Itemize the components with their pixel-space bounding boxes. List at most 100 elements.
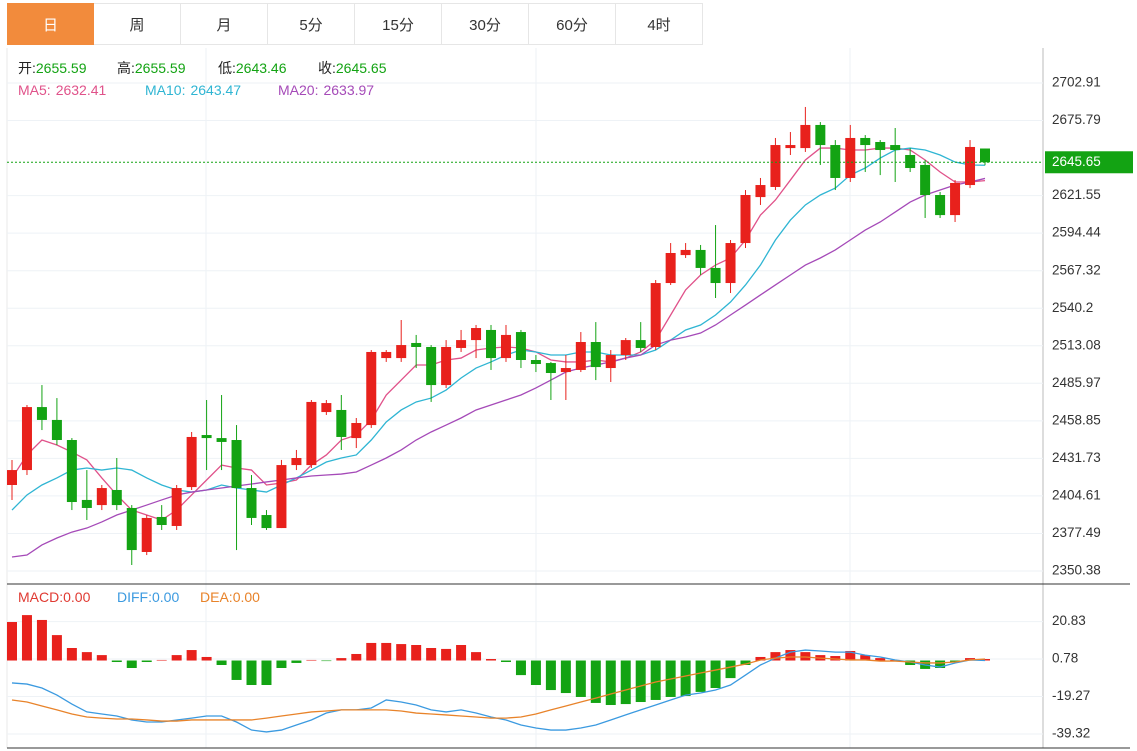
macd-bar [396,644,407,661]
legend-value: 2633.97 [323,82,374,98]
ma-line [11,177,986,558]
candle-body [935,195,946,216]
price-info: 开:2655.59 高:2655.59 低:2643.46 收:2645.65MA5:… [18,60,387,98]
candle-body [875,141,886,151]
candle-body [860,137,871,146]
macd-bar [770,652,781,661]
macd-bar [246,660,257,686]
y-tick-label: 2621.55 [1052,187,1101,202]
macd-bar [545,660,556,691]
period-tab[interactable]: 60分 [529,3,616,45]
candle-body [186,436,197,488]
macd-bar [21,615,32,661]
macd-bar [201,656,212,661]
legend-value: 0.00 [233,589,260,605]
candle-body [381,351,392,359]
period-tab[interactable]: 5分 [268,3,355,45]
macd-panel: -39.32 -19.27 0.78 20.83 [7,613,1090,741]
legend-item: DIFF:0.00 [117,589,179,605]
legend-name: MA10: [145,82,185,98]
info-item: 低:2643.46 [218,60,287,76]
candle-body [965,146,976,186]
candle-body [36,407,47,420]
candle-body [471,328,482,341]
period-tab[interactable]: 日 [7,3,94,45]
period-tab[interactable]: 4时 [616,3,703,45]
candle-body [635,340,646,348]
macd-bar [635,660,646,703]
y-tick-label: 2485.97 [1052,375,1101,390]
macd-bar [486,659,497,661]
candle-body [920,164,931,196]
macd-bar [845,650,856,661]
legend-name: DIFF: [117,589,152,605]
candle-body [890,145,901,151]
macd-bar [456,645,467,661]
legend-value: 2632.41 [56,82,107,98]
candle-body [785,145,796,149]
period-tab[interactable]: 15分 [355,3,442,45]
period-tab[interactable]: 月 [181,3,268,45]
info-value: 2643.46 [236,60,287,76]
candle-body [845,137,856,178]
ma-line [11,147,986,521]
period-tab[interactable]: 周 [94,3,181,45]
candle-body [321,403,332,413]
legend-name: MA5: [18,82,51,98]
macd-line [11,656,986,722]
candle-body [486,329,497,359]
period-tab[interactable]: 30分 [442,3,529,45]
macd-bar [905,660,916,666]
macd-bar [620,660,631,705]
legend-value: 0.00 [63,589,90,605]
candle-body [695,249,706,268]
legend-item: MA20: 2633.97 [278,82,374,98]
y-tick-label: 2404.61 [1052,487,1101,502]
macd-bar [261,660,272,686]
candle-body [426,346,437,386]
macd-bar [860,655,871,661]
macd-bar [276,660,287,668]
grid [6,48,1044,748]
macd-info: MACD:0.00 DIFF:0.00 DEA:0.00 [18,589,260,605]
macd-bar [515,660,526,676]
macd-bar [111,660,122,663]
ma-line [11,147,986,511]
candle-body [351,422,362,439]
info-value: 2655.59 [135,60,186,76]
macd-bar [875,658,886,661]
legend-name: MACD: [18,589,63,605]
candle-body [366,351,377,426]
macd-bar [560,660,571,694]
legend-value: 0.00 [152,589,179,605]
candle-body [201,435,212,439]
candle-body [261,515,272,529]
macd-bar [590,660,601,703]
candle-body [441,346,452,386]
candle-body [96,488,107,506]
info-label: 开: [18,60,36,76]
candle-body [530,360,541,365]
candle-body [575,342,586,370]
candle-body [980,148,990,163]
candle-body [710,267,721,284]
candle-body [216,438,227,442]
y-tick-label: -19.27 [1052,688,1090,703]
macd-bar [96,655,107,661]
last-price-box [1045,151,1133,174]
macd-bar [51,635,62,661]
candle-body [680,249,691,256]
candle-body [830,145,841,178]
candle-body [800,124,811,149]
macd-bar [216,660,227,666]
y-tick-label: 2594.44 [1052,225,1101,240]
info-item: 收:2645.65 [318,60,387,76]
info-value: 2655.59 [36,60,87,76]
candle-body [605,355,616,369]
macd-bar [695,660,706,692]
macd-bar [156,659,167,661]
macd-bar [81,652,92,661]
legend-value: 2643.47 [190,82,241,98]
